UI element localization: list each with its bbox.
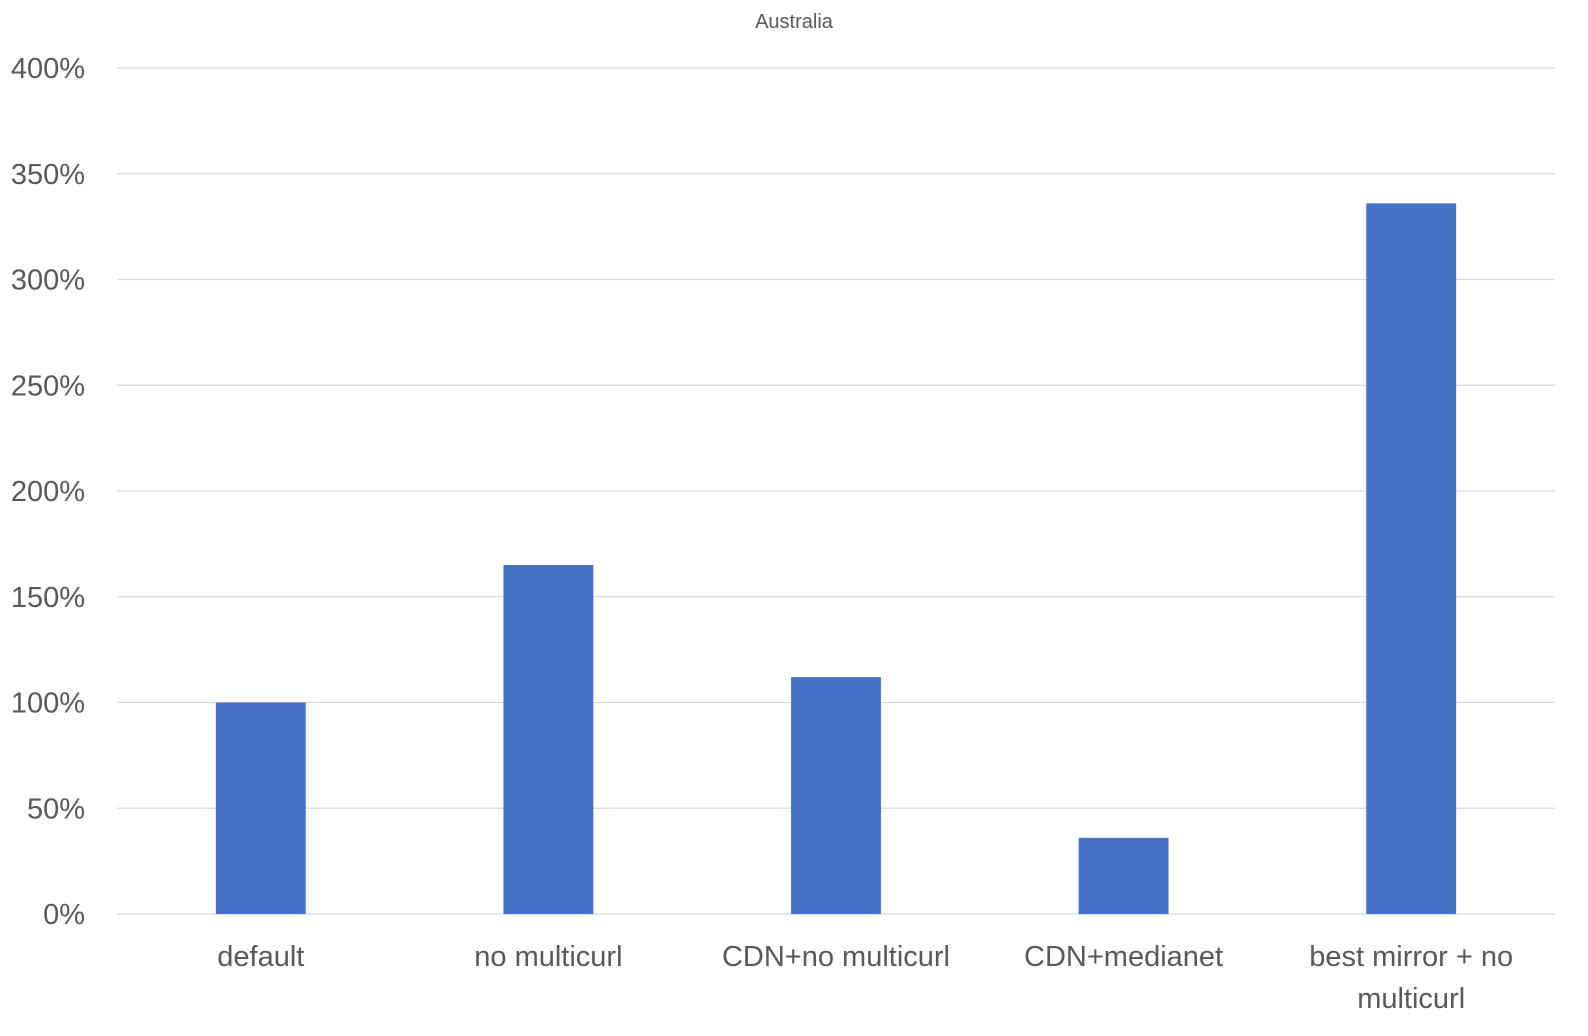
x-tick-label: best mirror + no multicurl	[1309, 941, 1513, 1015]
x-tick-label: CDN+medianet	[1024, 941, 1223, 973]
x-axis-tick-labels: default no multicurl CDN+no multicurl CDN+m…	[217, 941, 1513, 1015]
gridlines	[117, 67, 1555, 915]
y-tick-label: 300%	[11, 265, 85, 297]
x-tick-label: no multicurl	[474, 941, 622, 973]
x-tick-label: CDN+no multicurl	[722, 941, 950, 973]
y-tick-label: 100%	[11, 688, 85, 720]
y-tick-label: 200%	[11, 476, 85, 508]
x-tick-label: default	[217, 941, 304, 973]
bar	[215, 702, 306, 914]
y-tick-label: 350%	[11, 159, 85, 191]
bars	[215, 203, 1457, 915]
bar	[791, 677, 881, 914]
y-tick-label: 400%	[11, 53, 85, 85]
y-axis-tick-labels: 0% 50% 100% 150% 200% 250% 300% 350% 400%	[11, 53, 85, 931]
y-tick-label: 50%	[27, 793, 85, 825]
bar	[503, 565, 594, 914]
bar	[1366, 203, 1457, 915]
bar	[1078, 837, 1169, 914]
y-tick-label: 250%	[11, 370, 85, 402]
y-tick-label: 0%	[43, 899, 85, 931]
chart-title: Australia	[755, 11, 834, 33]
y-tick-label: 150%	[11, 582, 85, 614]
